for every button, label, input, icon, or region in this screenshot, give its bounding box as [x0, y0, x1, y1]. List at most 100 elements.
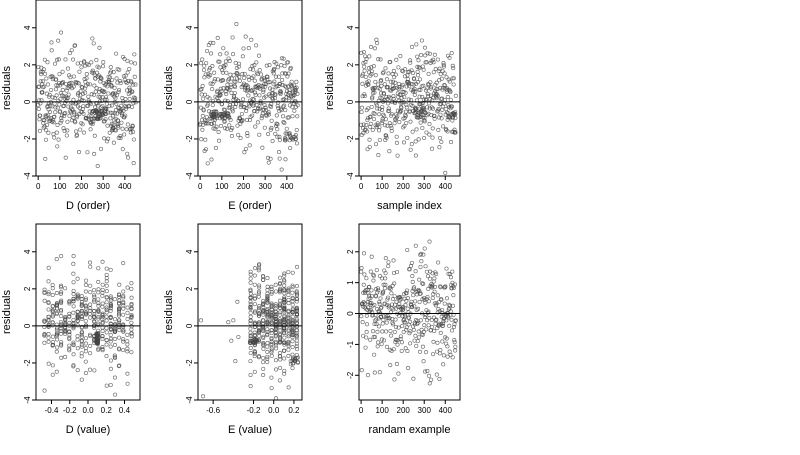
data-point: [362, 93, 367, 99]
data-point: [108, 296, 113, 301]
x-tick-label: -0.2: [247, 406, 261, 415]
data-point: [424, 60, 429, 65]
data-point: [375, 106, 380, 111]
data-point: [359, 314, 364, 319]
data-point: [117, 335, 122, 340]
data-point: [75, 276, 80, 281]
data-point: [253, 92, 258, 97]
data-point: [257, 325, 262, 330]
data-point: [81, 104, 86, 109]
data-point: [58, 309, 64, 314]
data-point: [261, 274, 266, 279]
data-point: [87, 82, 92, 87]
data-point: [294, 127, 299, 133]
data-point: [200, 127, 205, 132]
data-point: [365, 373, 371, 378]
data-point: [73, 120, 78, 125]
x-tick-label: 400: [280, 182, 294, 191]
data-point: [131, 82, 136, 87]
data-point: [273, 343, 279, 348]
data-point: [415, 306, 421, 311]
data-point: [270, 139, 275, 144]
data-point: [277, 312, 282, 317]
data-point: [248, 345, 253, 351]
data-point: [236, 132, 241, 137]
data-point: [450, 355, 455, 360]
data-point: [63, 317, 68, 323]
data-point: [63, 323, 68, 328]
y-tick-label: -2: [23, 359, 32, 367]
data-point: [108, 327, 113, 332]
data-point: [386, 264, 391, 269]
data-point: [268, 86, 273, 91]
data-point: [205, 161, 210, 166]
data-point: [108, 298, 113, 303]
data-point: [282, 323, 287, 328]
data-point: [85, 150, 90, 155]
x-tick-label: 100: [53, 182, 67, 191]
data-point: [290, 366, 295, 371]
data-point: [42, 298, 47, 303]
y-tick-label: 0: [346, 311, 355, 316]
data-point: [67, 343, 72, 348]
data-point: [391, 94, 396, 99]
data-point: [431, 70, 436, 75]
x-tick-label: 0: [198, 182, 203, 191]
data-point: [230, 107, 235, 112]
data-point: [265, 330, 270, 335]
data-point: [215, 88, 220, 93]
data-point: [405, 247, 410, 253]
data-point: [64, 99, 69, 104]
data-point: [269, 328, 274, 333]
data-point: [294, 85, 299, 90]
data-point: [427, 132, 432, 137]
data-point: [392, 294, 397, 299]
data-point: [256, 53, 262, 58]
data-point: [364, 329, 369, 335]
data-point: [245, 131, 250, 136]
data-point: [421, 295, 427, 301]
data-point: [416, 58, 421, 63]
data-point: [252, 324, 257, 330]
data-point: [108, 332, 113, 337]
data-point: [241, 46, 246, 51]
y-tick-label: 4: [23, 249, 32, 254]
data-point: [100, 334, 105, 339]
data-point: [67, 299, 72, 304]
data-point: [216, 113, 221, 119]
data-point: [99, 76, 104, 81]
data-point: [210, 87, 215, 92]
data-point: [387, 316, 392, 321]
data-point: [104, 338, 109, 343]
y-tick-label: -2: [23, 135, 32, 143]
y-tick-label: 0: [346, 99, 355, 104]
data-point: [375, 286, 380, 291]
data-point: [431, 352, 436, 357]
data-point: [275, 103, 280, 108]
data-point: [89, 116, 94, 121]
data-point: [381, 317, 386, 322]
data-point: [453, 348, 458, 353]
data-point: [294, 296, 300, 302]
data-point: [411, 82, 416, 87]
data-point: [88, 351, 93, 356]
data-point: [375, 82, 380, 87]
data-point: [380, 104, 385, 110]
data-point: [118, 134, 123, 139]
data-point: [276, 100, 281, 105]
data-point: [259, 83, 264, 88]
data-point: [449, 104, 454, 109]
data-point: [229, 76, 234, 81]
data-point: [104, 276, 109, 281]
data-point: [243, 146, 248, 151]
data-point: [374, 37, 379, 42]
data-point: [294, 87, 299, 92]
data-point: [79, 299, 84, 305]
data-point: [382, 82, 387, 87]
data-point: [257, 262, 262, 267]
data-point: [116, 87, 122, 93]
points-random-example: [359, 239, 458, 386]
data-point: [92, 151, 97, 156]
